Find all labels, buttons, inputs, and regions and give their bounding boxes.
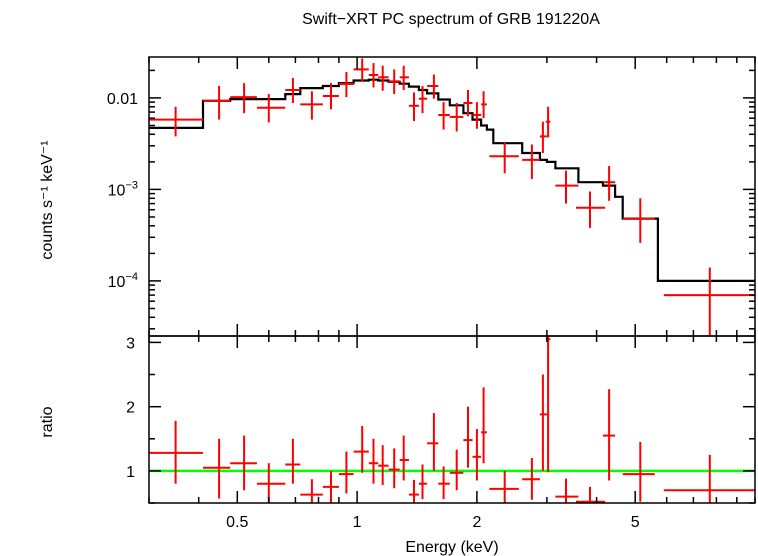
- spectrum-ytick-label: 10−3: [108, 179, 138, 199]
- ratio-point-27: [603, 389, 616, 481]
- ratio-point-17: [449, 449, 464, 491]
- ratio-point-8: [353, 425, 369, 473]
- spectrum-ytick-label: 10−4: [108, 271, 138, 291]
- spectrum-point-11: [388, 69, 400, 95]
- spectrum-tick-labels: 0.01 10−3 10−4: [107, 91, 138, 291]
- spectrum-point-24: [545, 106, 551, 138]
- spectrum-point-4: [285, 78, 301, 103]
- ratio-point-4: [285, 438, 301, 484]
- ratio-point-21: [489, 470, 519, 503]
- ratio-point-5: [300, 479, 323, 503]
- ratio-point-1: [203, 438, 231, 499]
- model-step-curve: [149, 78, 755, 282]
- ratio-point-16: [438, 466, 450, 500]
- spectrum-point-28: [622, 198, 655, 243]
- ratio-tick-labels: 1 2 3 0.5 1 2 5: [126, 335, 640, 531]
- spectrum-point-15: [427, 74, 439, 99]
- spectrum-axis-ticks: [148, 57, 756, 336]
- spectrum-point-12: [399, 65, 409, 90]
- spectrum-point-29: [663, 267, 755, 336]
- spectrum-point-22: [522, 144, 540, 179]
- ratio-panel-frame: [148, 335, 756, 504]
- spectrum-point-8: [353, 58, 369, 82]
- ratio-point-0: [149, 420, 203, 484]
- spectrum-point-18: [463, 90, 473, 117]
- ratio-point-18: [463, 406, 473, 468]
- model-curve-group: [149, 78, 755, 282]
- spectrum-point-7: [338, 72, 354, 98]
- spectrum-point-10: [378, 65, 389, 91]
- ratio-y-axis-label: ratio: [39, 406, 56, 437]
- spectrum-point-6: [322, 83, 339, 110]
- x-axis-label: Energy (keV): [405, 539, 498, 556]
- ratio-point-6: [322, 470, 339, 503]
- spectrum-point-16: [438, 102, 450, 130]
- xtick-label: 5: [631, 514, 640, 531]
- spectrum-point-0: [149, 106, 203, 137]
- spectrum-point-17: [449, 103, 464, 132]
- spectrum-point-5: [300, 91, 323, 120]
- xtick-label: 2: [472, 514, 481, 531]
- ratio-point-28: [622, 442, 655, 502]
- spectrum-point-19: [472, 102, 482, 129]
- spectrum-point-20: [481, 91, 487, 119]
- spectrum-point-13: [408, 92, 419, 121]
- spectrum-point-21: [489, 142, 519, 174]
- ratio-point-19: [472, 429, 482, 481]
- xtick-label: 0.5: [226, 514, 248, 531]
- spectrum-ytick-label: 0.01: [107, 91, 138, 108]
- spectrum-point-27: [603, 166, 616, 201]
- ratio-ytick-label: 3: [126, 335, 135, 352]
- ratio-point-3: [256, 463, 286, 503]
- ratio-point-9: [368, 438, 379, 484]
- ratio-point-2: [230, 435, 257, 491]
- ratio-point-12: [399, 435, 409, 481]
- ratio-point-13: [408, 479, 419, 503]
- ratio-point-23: [539, 374, 547, 471]
- ratio-ytick-label: 2: [126, 400, 135, 417]
- ratio-point-11: [388, 448, 400, 489]
- ratio-point-20: [481, 387, 487, 464]
- ratio-point-14: [418, 464, 428, 500]
- spectrum-point-14: [418, 86, 428, 114]
- spectrum-point-1: [203, 86, 231, 120]
- ratio-point-10: [378, 445, 389, 485]
- ratio-point-29: [663, 454, 755, 503]
- ratio-point-22: [522, 458, 540, 500]
- spectrum-point-23: [539, 121, 547, 153]
- spectrum-point-25: [555, 170, 579, 204]
- ratio-point-25: [555, 478, 579, 503]
- ratio-panel: 1 2 3 0.5 1 2 5: [126, 335, 756, 531]
- ratio-point-26: [576, 486, 606, 503]
- spectrum-y-axis-label: counts s⁻¹ keV⁻¹: [39, 140, 56, 259]
- spectrum-point-2: [230, 83, 257, 114]
- ratio-point-7: [338, 451, 354, 494]
- ratio-point-15: [427, 413, 439, 471]
- xtick-label: 1: [353, 514, 362, 531]
- spectrum-data-points: [149, 58, 755, 336]
- spectrum-point-3: [256, 94, 286, 123]
- spectrum-point-9: [368, 63, 379, 88]
- spectrum-point-26: [576, 191, 606, 228]
- chart-title: Swift−XRT PC spectrum of GRB 191220A: [302, 11, 600, 28]
- ratio-ytick-label: 1: [126, 464, 135, 481]
- ratio-data-points: [149, 336, 755, 503]
